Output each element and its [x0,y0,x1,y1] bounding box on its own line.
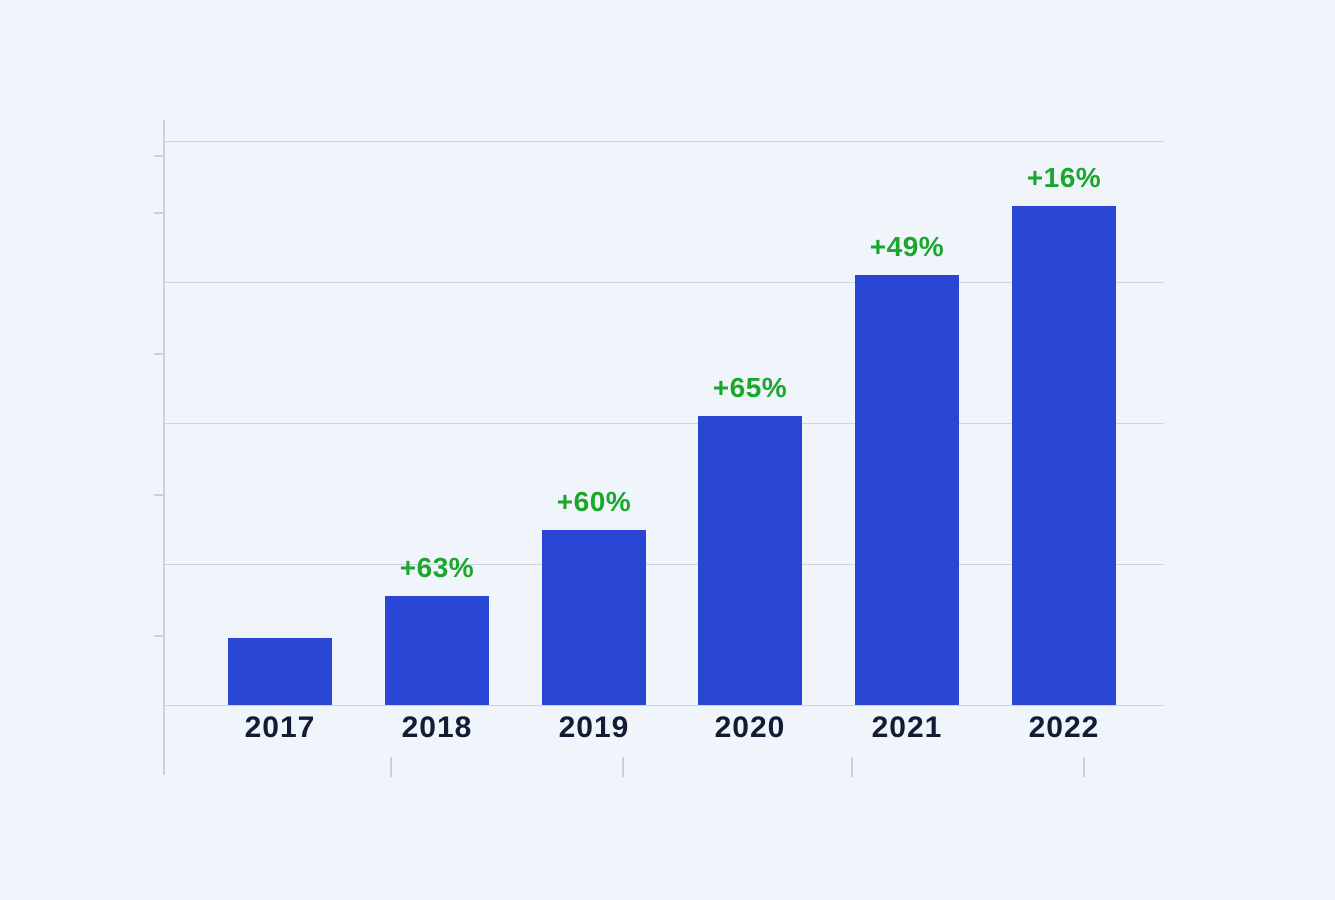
gridline [164,141,1164,142]
x-axis-tick [851,757,853,777]
growth-label-2020: +65% [712,372,788,403]
plot-area: +63% +60% +65% +49% +16% [163,141,1163,705]
x-axis-label-2022: 2022 [1028,711,1100,744]
y-axis-tick [154,212,163,214]
growth-label-2018: +63% [399,552,475,583]
bar-2018 [385,596,489,705]
bar-2020 [698,416,802,705]
bar-group-2022: +16% [1012,141,1116,705]
x-axis-tick [622,757,624,777]
bar-group-2017 [228,141,332,705]
bar-2022 [1012,206,1116,705]
x-axis-label-2018: 2018 [401,711,473,744]
x-axis-label-2021: 2021 [871,711,943,744]
bar-group-2020: +65% [698,141,802,705]
y-axis-tick [154,494,163,496]
bar-2017 [228,638,332,705]
x-axis-label-2019: 2019 [558,711,630,744]
gridline [164,282,1164,283]
bar-2021 [855,275,959,705]
growth-label-2022: +16% [1026,162,1102,193]
bar-group-2019: +60% [542,141,646,705]
gridline [164,705,1164,706]
x-axis-tick [390,757,392,777]
y-axis-line [163,120,165,775]
gridline [164,564,1164,565]
bar-2019 [542,530,646,705]
growth-label-2021: +49% [869,231,945,262]
x-axis-label-2020: 2020 [714,711,786,744]
y-axis-tick [154,353,163,355]
gridline [164,423,1164,424]
y-axis-tick [154,155,163,157]
growth-label-2019: +60% [556,486,632,517]
bar-group-2021: +49% [855,141,959,705]
bar-group-2018: +63% [385,141,489,705]
x-axis-label-2017: 2017 [244,711,316,744]
y-axis-tick [154,635,163,637]
x-axis-tick [1083,757,1085,777]
